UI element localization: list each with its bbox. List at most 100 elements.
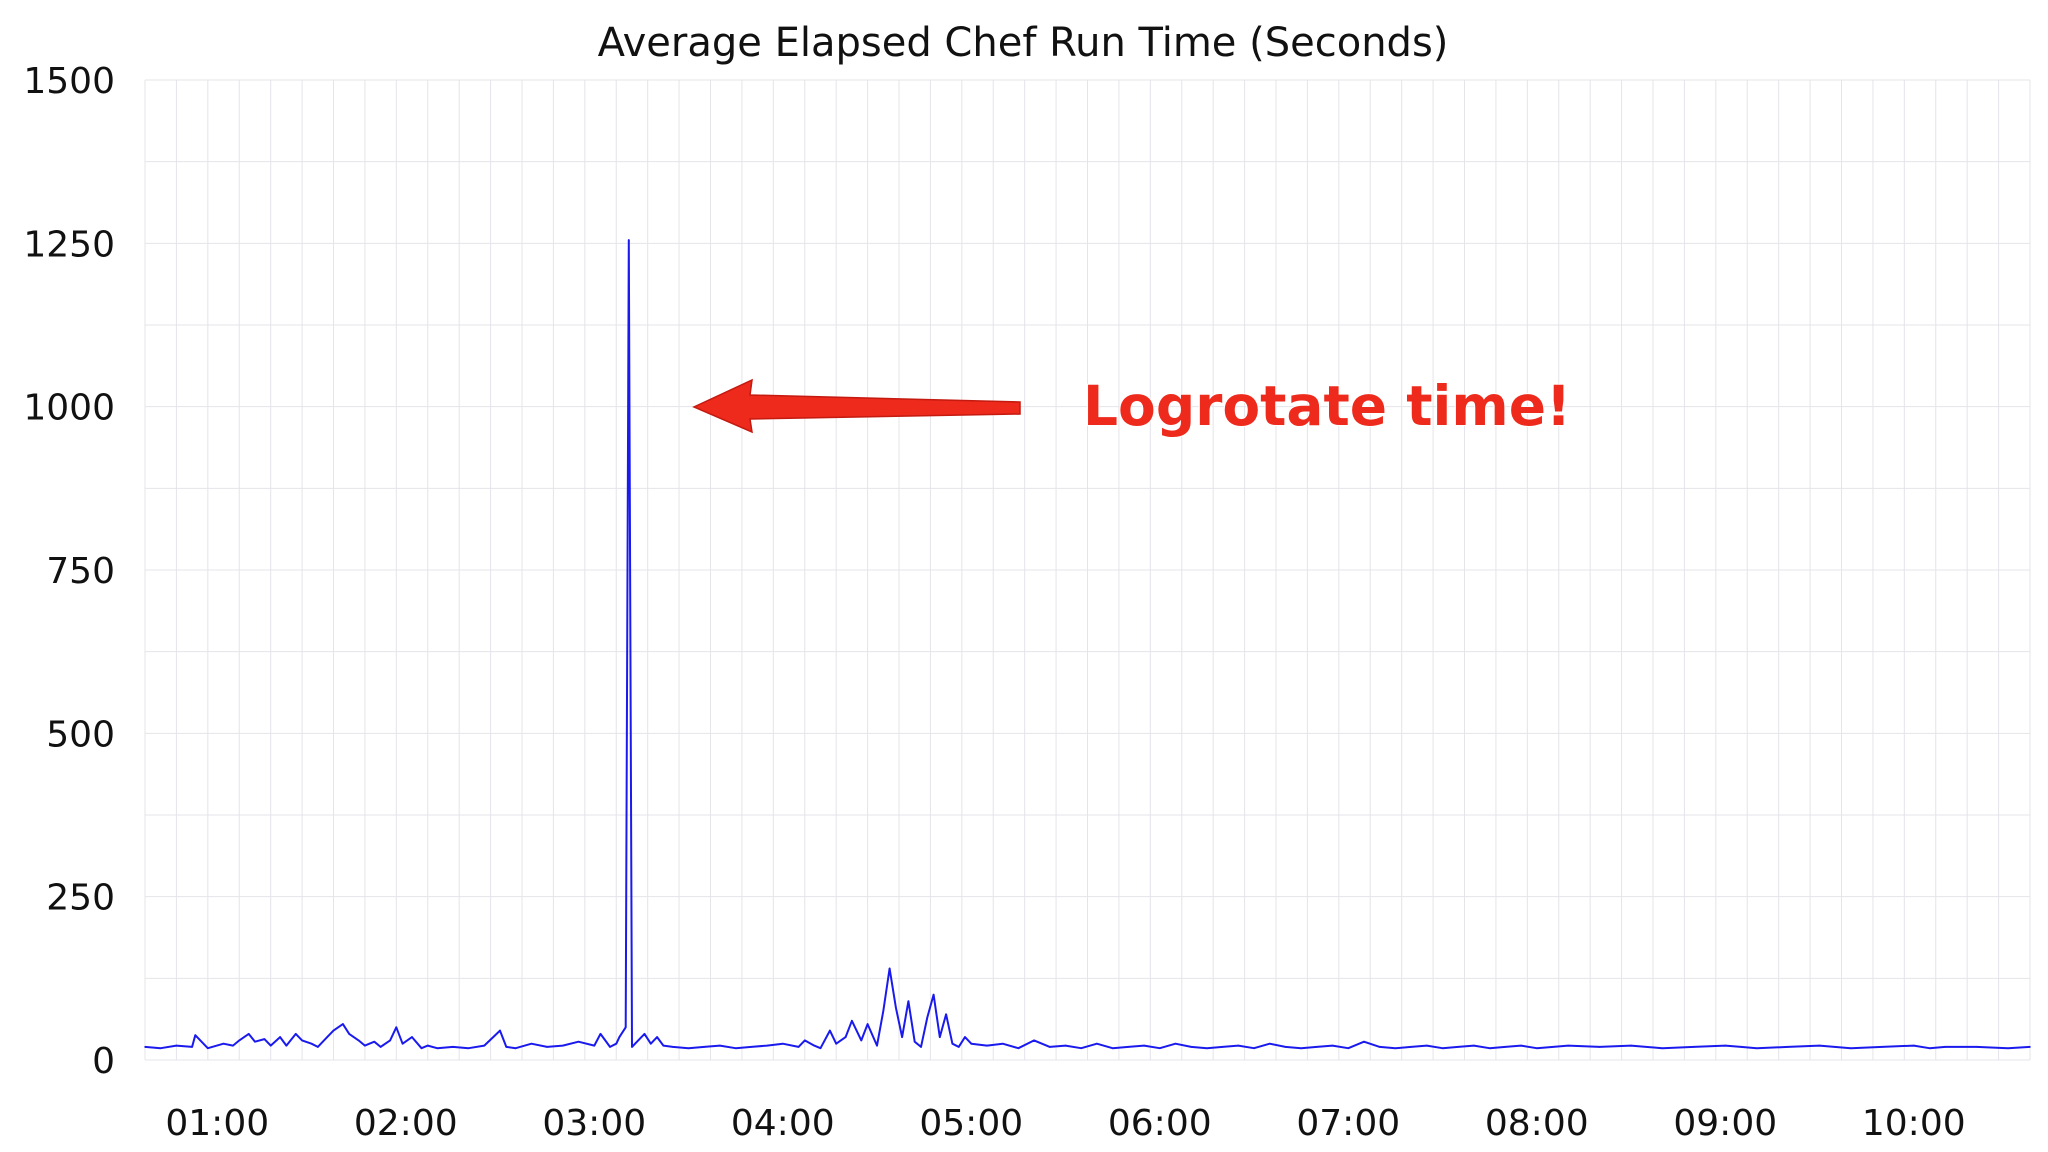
y-axis: 0 250 500 750 1000 1250 1500 bbox=[23, 61, 115, 1082]
data-point bbox=[1300, 1047, 1302, 1049]
data-point bbox=[939, 1036, 941, 1038]
data-point bbox=[1378, 1046, 1381, 1048]
data-point bbox=[1237, 1044, 1240, 1047]
data-point bbox=[175, 1044, 178, 1047]
data-point bbox=[373, 1040, 376, 1043]
data-point bbox=[932, 993, 935, 996]
data-point bbox=[207, 1047, 209, 1049]
data-point bbox=[1504, 1046, 1507, 1048]
data-point bbox=[1410, 1046, 1412, 1048]
data-point bbox=[920, 1046, 922, 1048]
data-point bbox=[643, 1033, 646, 1035]
data-point bbox=[1127, 1046, 1130, 1048]
data-point bbox=[672, 1046, 674, 1048]
y-tick-label: 1500 bbox=[23, 61, 115, 102]
data-point bbox=[829, 1029, 831, 1032]
data-point bbox=[1033, 1039, 1035, 1042]
data-point bbox=[1520, 1044, 1522, 1047]
data-point bbox=[945, 1013, 947, 1016]
y-tick-label: 0 bbox=[92, 1041, 115, 1082]
data-point bbox=[411, 1036, 413, 1038]
data-point bbox=[1190, 1046, 1192, 1048]
data-point bbox=[1818, 1044, 1821, 1047]
x-tick-label: 05:00 bbox=[919, 1103, 1023, 1144]
data-point bbox=[615, 1042, 618, 1045]
x-tick-label: 02:00 bbox=[354, 1103, 458, 1144]
x-tick-label: 09:00 bbox=[1673, 1103, 1777, 1144]
data-point bbox=[1426, 1044, 1428, 1047]
data-point bbox=[782, 1042, 784, 1045]
chart-title: Average Elapsed Chef Run Time (Seconds) bbox=[598, 20, 1449, 66]
data-point bbox=[1755, 1047, 1758, 1049]
data-point bbox=[2007, 1047, 2009, 1049]
data-point bbox=[1284, 1046, 1287, 1048]
data-point bbox=[505, 1046, 508, 1048]
data-point bbox=[1975, 1046, 1978, 1048]
x-tick-label: 04:00 bbox=[731, 1103, 835, 1144]
data-point bbox=[144, 1046, 146, 1048]
data-point bbox=[1740, 1046, 1742, 1048]
series-line bbox=[144, 239, 2031, 1050]
y-tick-label: 750 bbox=[46, 551, 115, 592]
data-point bbox=[609, 1046, 611, 1048]
data-point bbox=[1174, 1042, 1177, 1045]
data-point bbox=[593, 1044, 596, 1047]
data-point bbox=[926, 1016, 929, 1019]
data-point bbox=[1913, 1044, 1915, 1047]
data-point bbox=[1944, 1046, 1946, 1048]
y-tick-label: 250 bbox=[46, 878, 115, 919]
data-point bbox=[326, 1036, 329, 1038]
data-point bbox=[577, 1040, 580, 1043]
data-point bbox=[1159, 1047, 1161, 1049]
data-point bbox=[1064, 1044, 1067, 1047]
data-point bbox=[1394, 1047, 1397, 1049]
x-axis: 01:00 02:00 03:00 04:00 05:00 06:00 07:00 08:00… bbox=[165, 1103, 1965, 1144]
data-point bbox=[1693, 1046, 1695, 1048]
data-point bbox=[342, 1023, 344, 1025]
data-point bbox=[860, 1039, 863, 1042]
data-point bbox=[599, 1033, 602, 1035]
data-point bbox=[1316, 1046, 1318, 1048]
data-point bbox=[618, 1036, 621, 1038]
data-point bbox=[876, 1044, 878, 1047]
data-point bbox=[420, 1047, 423, 1049]
data-point bbox=[662, 1044, 665, 1047]
x-tick-label: 07:00 bbox=[1296, 1103, 1400, 1144]
data-point bbox=[1661, 1047, 1664, 1049]
data-point bbox=[285, 1044, 288, 1047]
data-point bbox=[901, 1036, 903, 1038]
data-point bbox=[1268, 1042, 1271, 1045]
data-point bbox=[159, 1047, 162, 1049]
data-point bbox=[766, 1044, 768, 1047]
y-tick-label: 1250 bbox=[23, 224, 115, 265]
y-tick-label: 500 bbox=[46, 714, 115, 755]
data-point bbox=[719, 1044, 721, 1047]
data-point bbox=[656, 1036, 658, 1038]
data-point bbox=[1457, 1046, 1459, 1048]
data-point bbox=[1253, 1047, 1255, 1049]
data-point bbox=[687, 1047, 690, 1049]
data-point bbox=[1724, 1044, 1727, 1047]
data-point bbox=[1881, 1046, 1884, 1048]
data-point bbox=[703, 1046, 705, 1048]
data-point bbox=[844, 1036, 847, 1038]
data-point bbox=[1787, 1046, 1789, 1048]
data-point bbox=[819, 1047, 822, 1049]
data-point bbox=[964, 1036, 966, 1038]
data-point bbox=[263, 1038, 266, 1040]
data-point bbox=[379, 1046, 382, 1048]
data-point bbox=[514, 1047, 517, 1049]
data-point bbox=[1536, 1047, 1538, 1049]
data-point bbox=[804, 1039, 806, 1042]
data-point bbox=[986, 1044, 988, 1047]
data-point bbox=[546, 1046, 548, 1048]
x-tick-label: 01:00 bbox=[165, 1103, 269, 1144]
data-point bbox=[866, 1023, 869, 1025]
data-point bbox=[882, 1010, 885, 1012]
data-point bbox=[2029, 1046, 2031, 1048]
data-point bbox=[1347, 1047, 1350, 1049]
data-point bbox=[222, 1042, 225, 1045]
data-point bbox=[310, 1042, 313, 1045]
